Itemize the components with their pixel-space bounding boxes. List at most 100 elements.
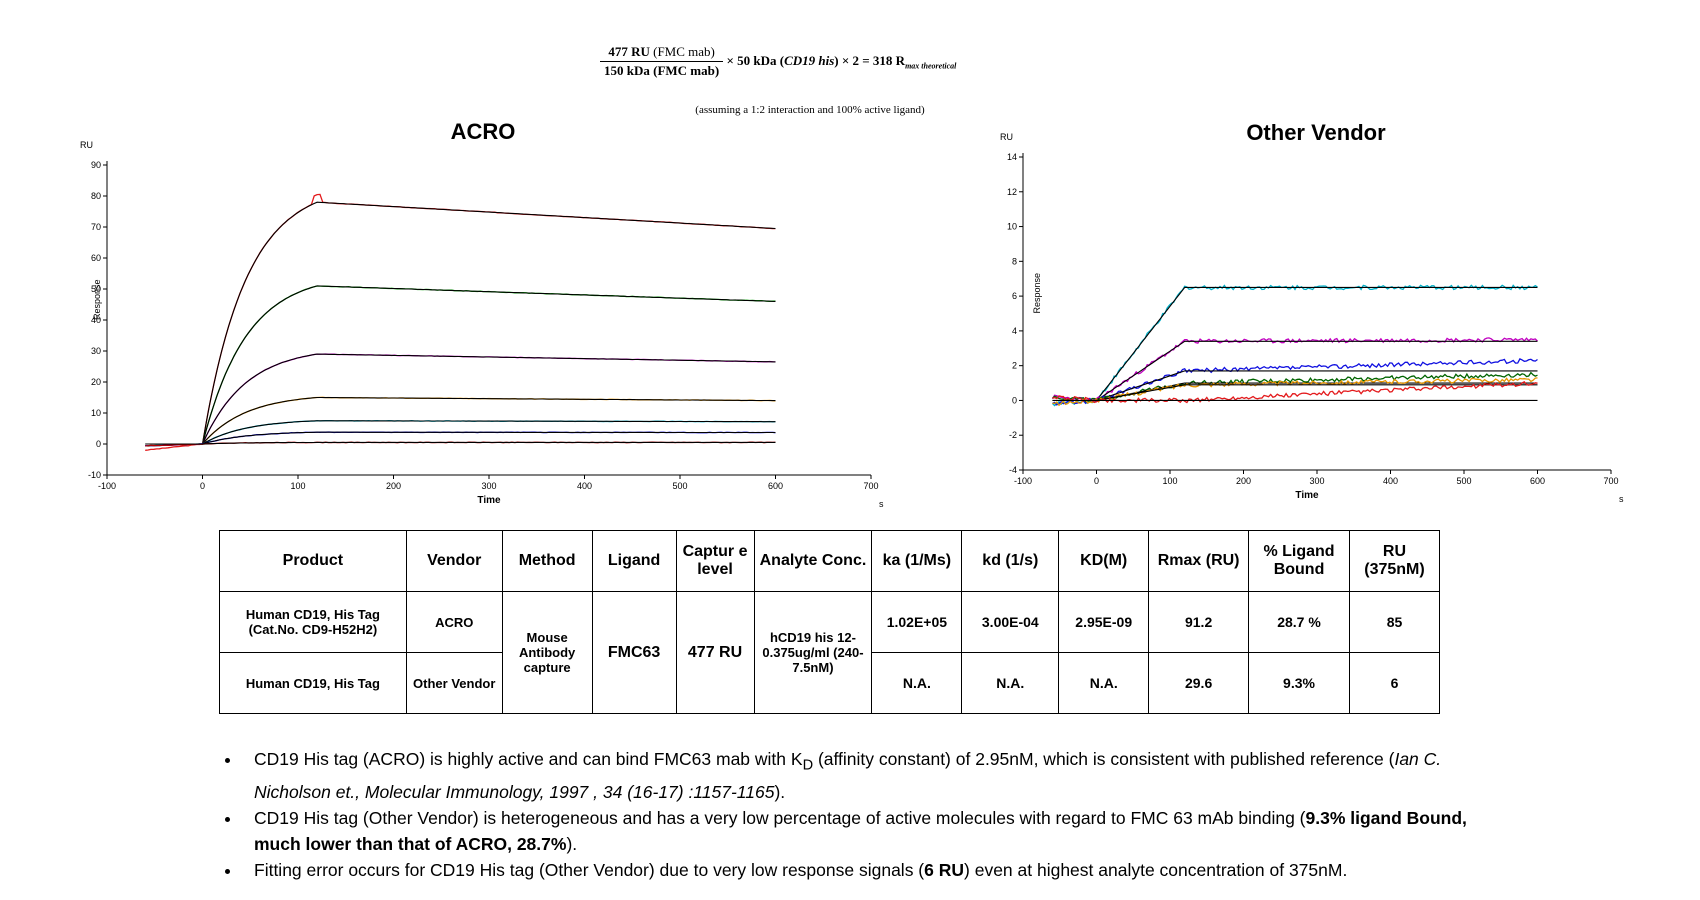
y-tick-label: -2: [1009, 430, 1017, 440]
bullet1-text: CD19 His tag (ACRO) is highly active and…: [254, 749, 803, 769]
y-unit-label: RU: [80, 140, 93, 150]
y-tick-label: 60: [91, 253, 101, 263]
x-tick-label: 300: [1309, 476, 1324, 486]
cell-ru: 85: [1348, 591, 1441, 653]
formula-numerator-label: (FMC mab): [653, 44, 715, 59]
header-rmax: Rmax (RU): [1148, 530, 1250, 592]
rmax-formula: 477 RU (FMC mab) 150 kDa (FMC mab) × 50 …: [600, 44, 1160, 79]
cell-ligand: FMC63: [591, 591, 677, 714]
header-KD: KD(M): [1058, 530, 1150, 592]
fit-curve-1875nM: [1096, 340, 1538, 401]
sensorgram-series-1875nM: [1051, 337, 1538, 403]
formula-subscript: max theoretical: [905, 61, 957, 71]
list-item: CD19 His tag (Other Vendor) is heterogen…: [242, 805, 1512, 857]
sensorgram-charts: ACRORUResponse-100102030405060708090-100…: [80, 119, 1624, 509]
x-tick-label: 600: [768, 481, 783, 491]
y-tick-label: -10: [88, 470, 101, 480]
y-tick-label: 10: [91, 408, 101, 418]
y-tick-label: 2: [1012, 361, 1017, 371]
table-row: Human CD19, His Tag Other Vendor N.A. N.…: [219, 652, 1441, 714]
cell-KD: 2.95E-09: [1058, 591, 1150, 653]
bullet1-subscript: D: [802, 757, 814, 774]
kinetics-table: Product Vendor Method Ligand Captur e le…: [219, 530, 1441, 714]
cell-vendor: Other Vendor: [405, 652, 503, 714]
list-item: Fitting error occurs for CD19 His tag (O…: [242, 857, 1512, 883]
y-tick-label: 30: [91, 346, 101, 356]
cell-rmax: 29.6: [1148, 652, 1250, 714]
fit-curve-234nM: [1096, 384, 1538, 401]
cell-product: Human CD19, His Tag (Cat.No. CD9-H52H2): [219, 591, 407, 653]
table-row: Human CD19, His Tag (Cat.No. CD9-H52H2) …: [219, 591, 1441, 714]
bullet1-text-b: (affinity constant) of 2.95nM, which is …: [813, 749, 1395, 769]
bullet2-bold: 9.3% ligand Bound, much lower than that …: [254, 807, 1467, 854]
y-tick-label: 4: [1012, 326, 1017, 336]
y-tick-label: 0: [1012, 395, 1017, 405]
x-tick-label: -100: [1014, 476, 1032, 486]
bullet1-text-c: ).: [774, 781, 786, 802]
x-tick-label: 500: [1456, 476, 1471, 486]
x-tick-label: -100: [98, 481, 116, 491]
fit-curve-469nM: [202, 396, 776, 445]
cell-ligand-bound: 9.3%: [1248, 652, 1350, 714]
fit-curve-9375nM: [1096, 370, 1538, 401]
header-kd: kd (1/s): [961, 530, 1060, 592]
header-capture-level: Captur e level: [675, 530, 755, 592]
formula-times1: × 50 kDa (: [726, 52, 785, 68]
x-tick-label: 400: [1383, 476, 1398, 486]
header-ru: RU (375nM): [1348, 530, 1441, 592]
y-tick-label: 14: [1007, 152, 1017, 162]
x-tick-label: 0: [200, 481, 205, 491]
x-tick-label: 100: [290, 481, 305, 491]
chart-title: Other Vendor: [1246, 120, 1386, 145]
y-axis-label: Response: [92, 279, 102, 320]
y-tick-label: 90: [91, 160, 101, 170]
bullet3-text: Fitting error occurs for CD19 His tag (O…: [254, 859, 925, 880]
cell-product: Human CD19, His Tag: [219, 652, 407, 714]
table-header-row: Product Vendor Method Ligand Captur e le…: [219, 530, 1441, 592]
y-tick-label: 70: [91, 222, 101, 232]
y-axis-label: Response: [1032, 273, 1042, 314]
y-unit-label: RU: [1000, 132, 1013, 142]
formula-rest: × 50 kDa (CD19 his) × 2 = 318 Rmax theor…: [726, 53, 956, 71]
x-tick-label: 600: [1530, 476, 1545, 486]
fit-curve-234nM: [202, 420, 776, 445]
fit-curve-9375nM: [202, 353, 776, 445]
y-tick-label: 10: [1007, 222, 1017, 232]
cell-ligand-bound: 28.7 %: [1248, 591, 1350, 653]
header-ka: ka (1/Ms): [871, 530, 963, 592]
formula-denominator-label: (FMC mab): [653, 63, 720, 78]
sensorgram-series-469nM: [1051, 371, 1538, 403]
x-tick-label: 400: [577, 481, 592, 491]
x-axis-label: Time: [477, 495, 501, 506]
header-method: Method: [501, 530, 593, 592]
x-tick-label: 300: [481, 481, 496, 491]
cell-analyte-conc: hCD19 his 12-0.375ug/ml (240-7.5nM): [753, 591, 873, 714]
header-ligand: Ligand: [591, 530, 677, 592]
cell-kd: N.A.: [961, 652, 1060, 714]
y-tick-label: 80: [91, 191, 101, 201]
formula-cd19: CD19 his: [784, 52, 835, 68]
cell-capture-level: 477 RU: [675, 591, 755, 714]
x-tick-label: 200: [386, 481, 401, 491]
x-unit-label: s: [879, 499, 884, 509]
y-tick-label: 20: [91, 377, 101, 387]
y-tick-label: 12: [1007, 187, 1017, 197]
chart-title: ACRO: [451, 119, 516, 144]
bullet3-bold: 6 RU: [924, 859, 965, 880]
cell-ka: N.A.: [871, 652, 963, 714]
x-tick-label: 500: [672, 481, 687, 491]
list-item: CD19 His tag (ACRO) is highly active and…: [242, 746, 1512, 805]
sensorgram-series-375nM: [1051, 284, 1538, 407]
formula-times2: ) × 2 = 318 R: [834, 52, 906, 68]
cell-rmax: 91.2: [1148, 591, 1250, 653]
formula-denominator-value: 150 kDa: [604, 63, 650, 78]
cell-kd: 3.00E-04: [961, 591, 1060, 653]
fit-curve-117nM: [202, 431, 776, 445]
conclusion-bullets: CD19 His tag (ACRO) is highly active and…: [212, 746, 1512, 883]
formula-note: (assuming a 1:2 interaction and 100% act…: [695, 104, 925, 116]
x-unit-label: s: [1619, 494, 1624, 504]
fit-curve-1875nM: [201, 285, 776, 445]
x-axis-label: Time: [1295, 490, 1319, 501]
bullet1-reference: Ian C. Nicholson et., Molecular Immunolo…: [254, 749, 1442, 802]
y-tick-label: -4: [1009, 465, 1017, 475]
